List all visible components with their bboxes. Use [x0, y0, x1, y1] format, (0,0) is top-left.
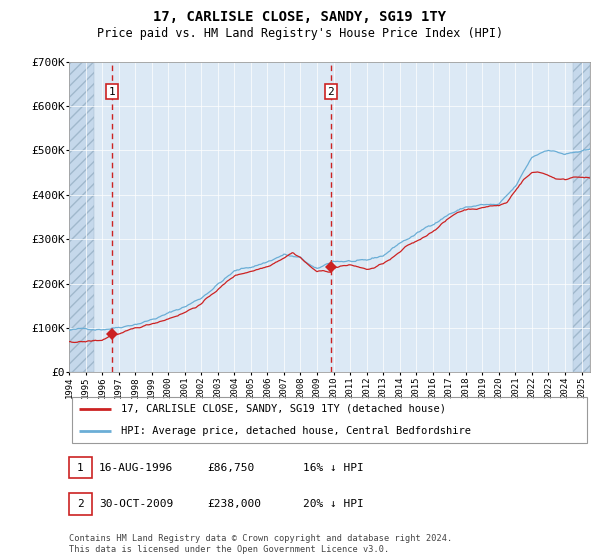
Text: 1: 1	[109, 87, 116, 96]
Bar	[573, 62, 590, 372]
Text: 16-AUG-1996: 16-AUG-1996	[99, 463, 173, 473]
Text: 2: 2	[328, 87, 334, 96]
Text: 1: 1	[77, 463, 84, 473]
Text: 17, CARLISLE CLOSE, SANDY, SG19 1TY: 17, CARLISLE CLOSE, SANDY, SG19 1TY	[154, 10, 446, 24]
Bar	[69, 62, 94, 372]
Text: Contains HM Land Registry data © Crown copyright and database right 2024.
This d: Contains HM Land Registry data © Crown c…	[69, 534, 452, 554]
Text: £86,750: £86,750	[207, 463, 254, 473]
Text: 20% ↓ HPI: 20% ↓ HPI	[303, 499, 364, 509]
Text: 16% ↓ HPI: 16% ↓ HPI	[303, 463, 364, 473]
Text: 30-OCT-2009: 30-OCT-2009	[99, 499, 173, 509]
Text: Price paid vs. HM Land Registry's House Price Index (HPI): Price paid vs. HM Land Registry's House …	[97, 27, 503, 40]
Text: HPI: Average price, detached house, Central Bedfordshire: HPI: Average price, detached house, Cent…	[121, 426, 471, 436]
Text: £238,000: £238,000	[207, 499, 261, 509]
Text: 2: 2	[77, 499, 84, 509]
Text: 17, CARLISLE CLOSE, SANDY, SG19 1TY (detached house): 17, CARLISLE CLOSE, SANDY, SG19 1TY (det…	[121, 404, 446, 414]
